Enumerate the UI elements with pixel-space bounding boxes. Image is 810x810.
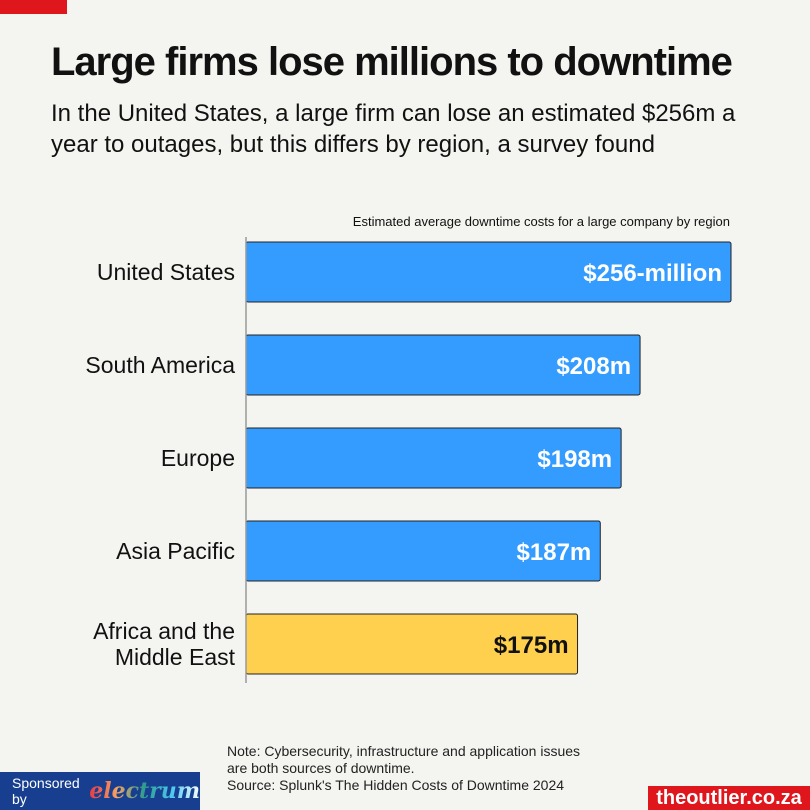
note-line-1: Note: Cybersecurity, infrastructure and … <box>227 743 581 759</box>
footnote: Note: Cybersecurity, infrastructure and … <box>227 743 580 794</box>
category-label: South America <box>85 352 235 378</box>
site-logo[interactable]: theoutlier.co.za <box>648 786 810 810</box>
sponsor-logo: electrum <box>89 778 200 804</box>
sponsor-banner[interactable]: Sponsored by electrum <box>0 772 200 810</box>
data-label: $198m <box>537 446 612 473</box>
data-label: $256-million <box>583 260 722 287</box>
note-line-2: are both sources of downtime. <box>227 760 415 776</box>
data-label: $208m <box>556 353 631 380</box>
data-label: $187m <box>517 539 592 566</box>
accent-bar <box>0 0 67 14</box>
data-label: $175m <box>494 632 569 659</box>
page-title: Large firms lose millions to downtime <box>51 40 733 84</box>
sponsor-label: Sponsored by <box>12 775 80 807</box>
category-label: Africa and the Middle East <box>93 618 236 670</box>
category-label: United States <box>97 259 235 285</box>
chart-title: Estimated average downtime costs for a l… <box>352 214 730 229</box>
source: Source: Splunk's The Hidden Costs of Dow… <box>227 777 565 793</box>
category-label: Europe <box>161 445 235 471</box>
category-label: Asia Pacific <box>116 538 235 564</box>
subtitle: In the United States, a large firm can l… <box>51 100 736 158</box>
